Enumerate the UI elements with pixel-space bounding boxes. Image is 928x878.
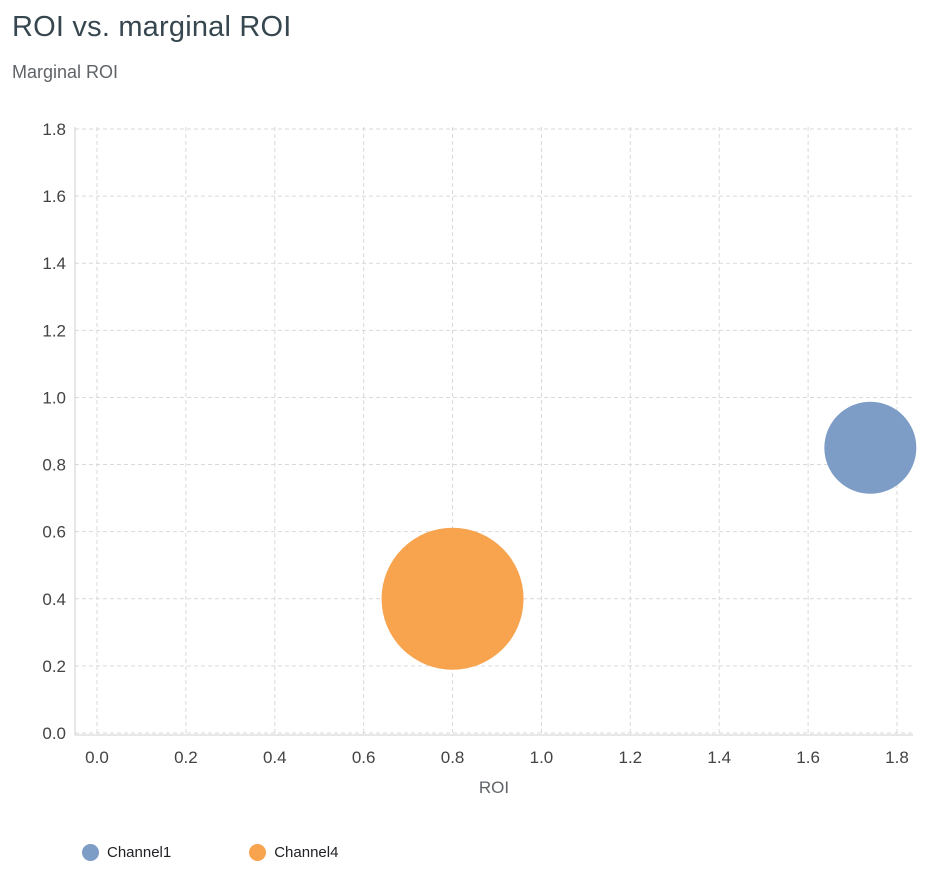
- y-tick-label: 1.6: [42, 187, 66, 206]
- x-axis-title: ROI: [479, 778, 509, 797]
- y-tick-label: 0.6: [42, 523, 66, 542]
- y-tick-label: 0.8: [42, 456, 66, 475]
- chart-title: ROI vs. marginal ROI: [12, 11, 292, 43]
- y-tick-label: 0.4: [42, 590, 66, 609]
- y-axis-title: Marginal ROI: [12, 62, 119, 82]
- x-tick-label: 0.0: [85, 748, 109, 767]
- bubble-chart: 0.0 0.2 0.4 0.6 0.8 1.0 1.2 1.4 1.6 1.8 0.0 0.2 0.4 0…: [42, 120, 917, 797]
- legend-label: Channel4: [274, 844, 339, 861]
- y-tick-label: 1.2: [42, 321, 66, 340]
- legend-item-channel1[interactable]: Channel1: [82, 844, 171, 861]
- x-tick-label: 0.6: [352, 748, 376, 767]
- x-tick-label: 1.6: [796, 748, 820, 767]
- chart-legend: Channel1 Channel4: [82, 844, 928, 861]
- y-tick-label: 1.0: [42, 388, 66, 407]
- x-tick-label: 1.4: [707, 748, 731, 767]
- x-tick-label: 1.2: [619, 748, 643, 767]
- x-tick-label: 0.2: [174, 748, 198, 767]
- legend-dot: [82, 844, 99, 861]
- x-tick-label: 0.4: [263, 748, 287, 767]
- bubble-channel1[interactable]: [824, 401, 917, 494]
- x-tick-label: 1.0: [530, 748, 554, 767]
- y-tick-label: 0.0: [42, 724, 66, 743]
- y-tick-label: 0.2: [42, 657, 66, 676]
- bubble-channel4[interactable]: [381, 527, 524, 670]
- y-tick-label: 1.4: [42, 254, 66, 273]
- bubble-chart-area: 0.0 0.2 0.4 0.6 0.8 1.0 1.2 1.4 1.6 1.8 0.0 0.2 0.4 0…: [0, 83, 928, 800]
- x-tick-label: 0.8: [441, 748, 465, 767]
- y-tick-label: 1.8: [42, 120, 66, 139]
- x-tick-label: 1.8: [885, 748, 909, 767]
- legend-dot: [249, 844, 267, 861]
- legend-item-channel4[interactable]: Channel4: [249, 844, 338, 861]
- legend-label: Channel1: [107, 844, 172, 861]
